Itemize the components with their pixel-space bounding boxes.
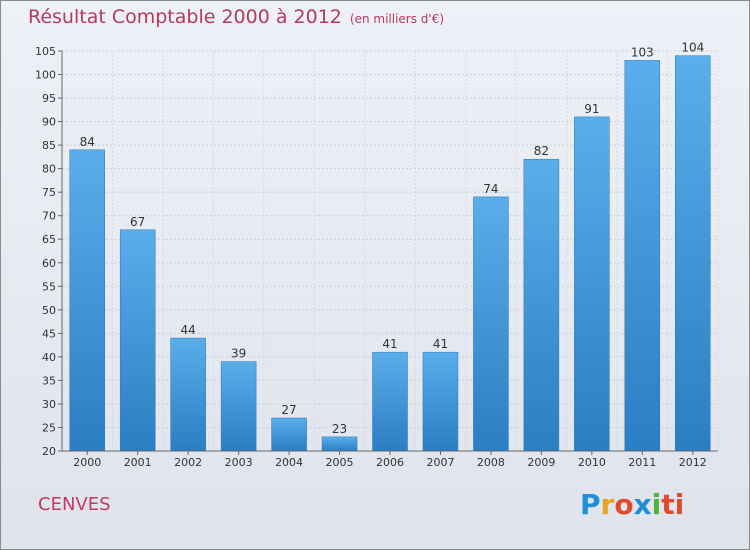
y-tick-label: 100 [35,69,56,82]
x-tick-label: 2003 [225,456,253,469]
x-tick-label: 2009 [527,456,555,469]
bar-value-label: 91 [584,102,599,116]
y-tick-label: 80 [42,163,56,176]
bar-value-label: 44 [181,323,196,337]
y-axis: 20 25 30 35 40 45 50 55 60 65 70 75 80 85 90 95 100 105 [35,45,63,458]
bar [473,196,509,452]
bar [675,55,711,452]
y-tick-label: 55 [42,280,56,293]
x-tick-label: 2001 [124,456,152,469]
bar [624,60,661,452]
x-tick-label: 2012 [679,456,707,469]
bar [170,337,206,452]
y-tick-label: 45 [42,327,56,340]
x-tick-label: 2005 [326,456,354,469]
bar [574,116,610,452]
y-tick-label: 35 [42,374,56,387]
bar-value-label: 41 [382,337,397,351]
bar-value-label: 27 [281,403,296,417]
x-tick-label: 2006 [376,456,404,469]
chart-title-block: Résultat Comptable 2000 à 2012 (en millie… [28,6,444,28]
bar-value-label: 41 [433,337,448,351]
chart-unit: (en milliers d'€) [349,12,445,26]
bar [523,158,560,452]
bar [321,436,358,452]
bar-value-label: 104 [681,41,704,55]
y-tick-label: 50 [42,304,56,317]
chart-title: Résultat Comptable 2000 à 2012 [28,6,342,28]
y-tick-label: 105 [35,45,56,58]
bar [422,351,459,452]
y-tick-label: 60 [42,257,56,270]
bar-value-label: 84 [80,135,95,149]
bars: 84 67 44 39 27 23 41 41 74 82 91 103 104 [69,41,711,452]
y-tick-label: 25 [42,421,56,434]
x-tick-label: 2011 [628,456,656,469]
y-tick-label: 70 [42,210,56,223]
x-tick-label: 2007 [426,456,454,469]
bar [271,417,307,452]
x-tick-label: 2002 [174,456,202,469]
y-tick-label: 65 [42,233,56,246]
bar [220,361,257,452]
x-tick-label: 2004 [275,456,303,469]
y-tick-label: 40 [42,351,56,364]
x-tick-label: 2000 [73,456,101,469]
bar-value-label: 67 [130,215,145,229]
y-tick-label: 20 [42,445,56,458]
x-axis: 2000 2001 2002 2003 2004 2005 2006 2007 2008 2009… [62,450,718,469]
bar [119,229,156,452]
x-tick-label: 2010 [578,456,606,469]
bar-value-label: 39 [231,347,246,361]
y-tick-label: 75 [42,186,56,199]
commune-name: CENVES [38,494,111,515]
bar-value-label: 23 [332,422,347,436]
bar [372,351,408,452]
bar [69,149,105,452]
y-tick-label: 30 [42,398,56,411]
bar-value-label: 103 [631,45,654,59]
x-tick-label: 2008 [477,456,505,469]
bar-value-label: 74 [483,182,498,196]
y-tick-label: 95 [42,92,56,105]
y-tick-label: 85 [42,139,56,152]
bar-value-label: 82 [534,144,549,158]
y-tick-label: 90 [42,116,56,129]
proxiti-logo: Proxiti [580,488,685,521]
